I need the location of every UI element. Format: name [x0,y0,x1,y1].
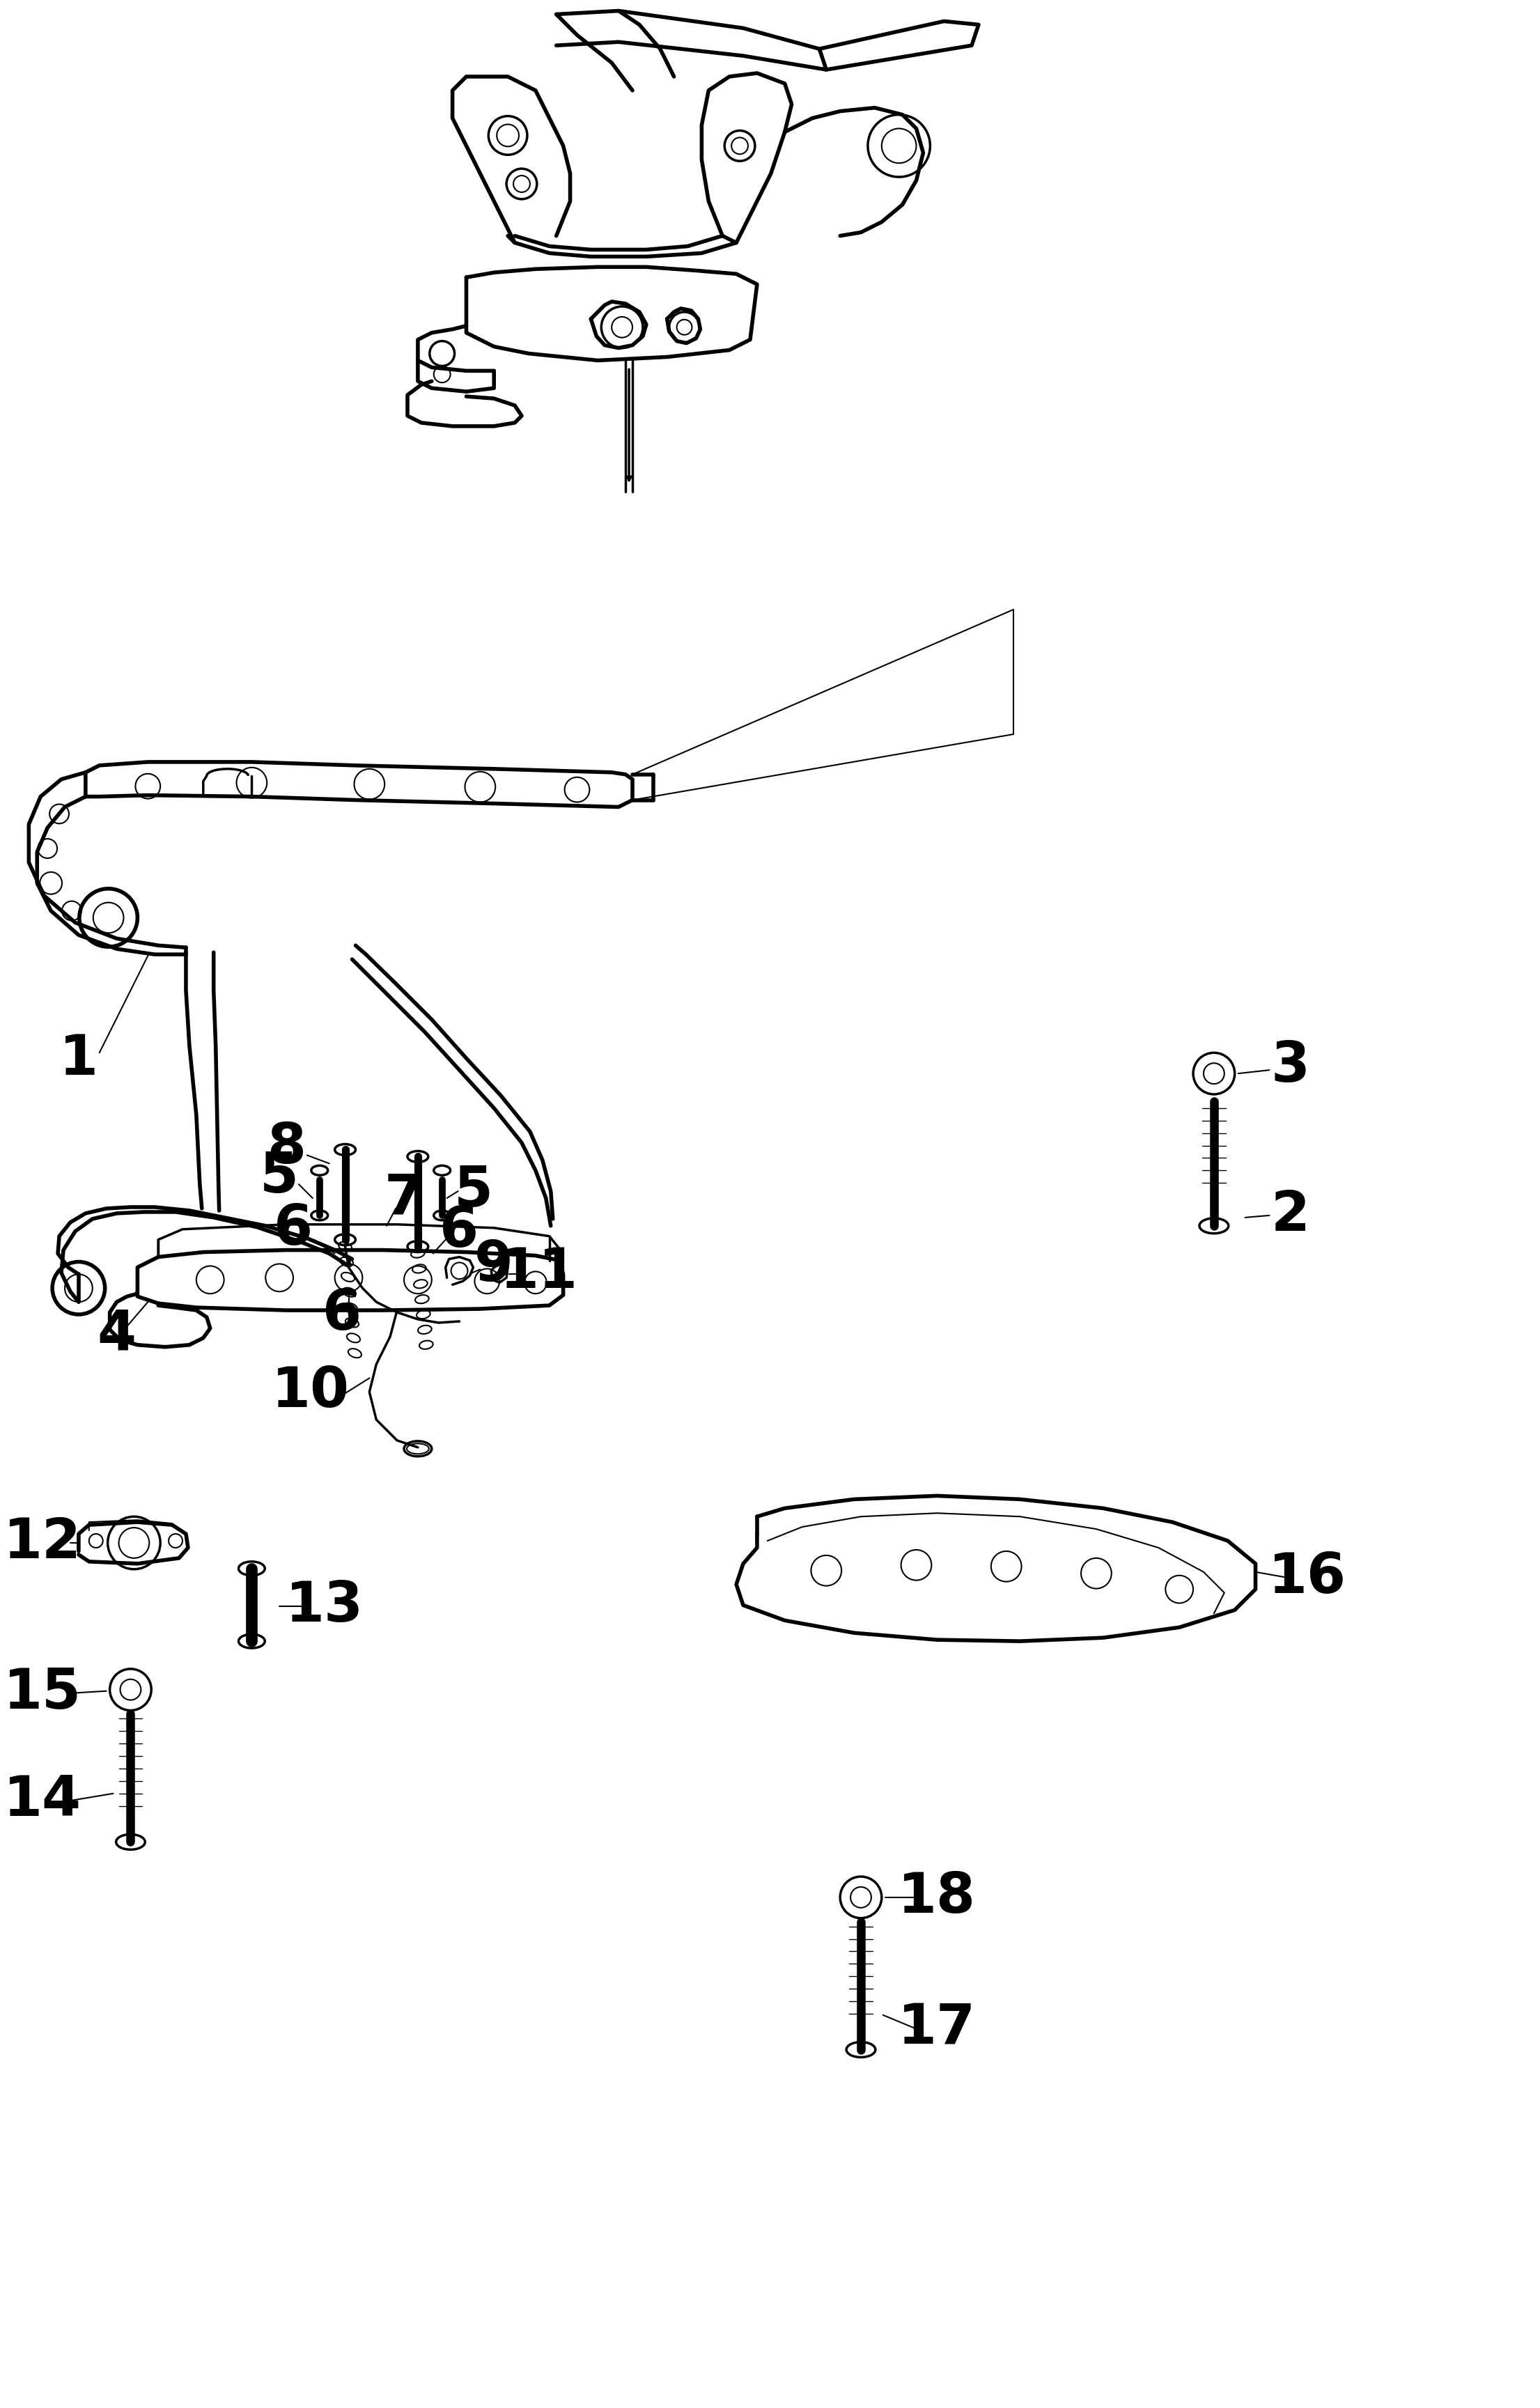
Text: 6: 6 [322,1288,362,1341]
Text: 17: 17 [898,2001,976,2056]
Text: 13: 13 [285,1580,363,1633]
Ellipse shape [847,2042,875,2056]
Text: 3: 3 [1270,1040,1309,1093]
Text: 6: 6 [274,1202,313,1257]
Text: 9: 9 [474,1238,513,1293]
Ellipse shape [116,1835,145,1849]
Text: 2: 2 [1270,1187,1309,1243]
Text: 12: 12 [3,1515,82,1570]
Text: 18: 18 [898,1871,976,1924]
Text: 5: 5 [260,1151,299,1204]
Text: 11: 11 [501,1245,578,1300]
Text: 15: 15 [3,1666,82,1719]
Text: 14: 14 [3,1772,82,1828]
Text: 8: 8 [266,1122,306,1175]
Ellipse shape [1200,1218,1229,1233]
Text: 7: 7 [385,1170,424,1226]
Text: 1: 1 [59,1033,99,1086]
Text: 4: 4 [97,1308,136,1363]
Text: 16: 16 [1269,1551,1346,1604]
Text: 5: 5 [454,1163,493,1218]
Text: 10: 10 [271,1365,350,1418]
Text: 6: 6 [440,1204,479,1259]
